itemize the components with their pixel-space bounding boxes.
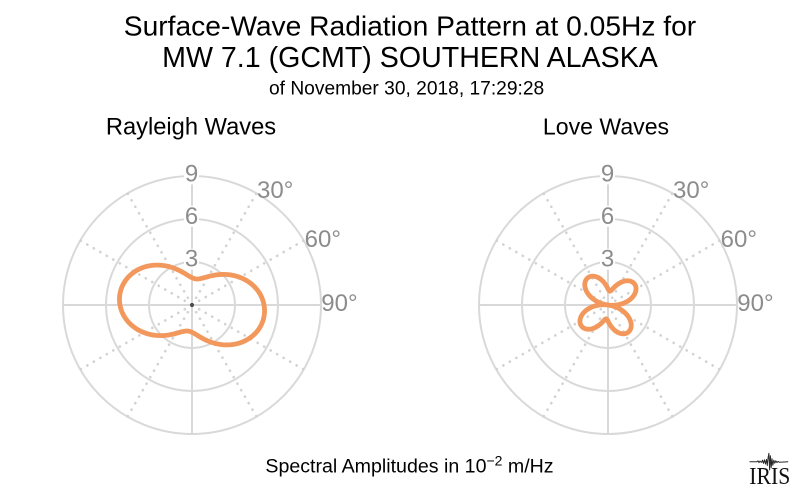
svg-text:Spectral Amplitudes in 10−2 m/: Spectral Amplitudes in 10−2 m/Hz (265, 453, 553, 478)
svg-text:9: 9 (185, 160, 198, 187)
svg-text:3: 3 (601, 246, 614, 273)
svg-text:90°: 90° (321, 290, 357, 317)
svg-text:MW 7.1 (GCMT) SOUTHERN ALASKA: MW 7.1 (GCMT) SOUTHERN ALASKA (162, 42, 659, 74)
svg-text:Love Waves: Love Waves (543, 113, 669, 139)
svg-text:9: 9 (601, 160, 614, 187)
svg-text:of November 30, 2018, 17:29:28: of November 30, 2018, 17:29:28 (269, 78, 544, 99)
svg-text:30°: 30° (673, 177, 709, 204)
svg-text:30°: 30° (257, 177, 293, 204)
svg-text:3: 3 (185, 246, 198, 273)
svg-text:60°: 60° (305, 226, 341, 253)
svg-text:IRIS: IRIS (749, 463, 790, 490)
svg-text:6: 6 (185, 203, 198, 230)
svg-text:60°: 60° (721, 226, 757, 253)
svg-text:6: 6 (601, 203, 614, 230)
svg-text:90°: 90° (737, 290, 773, 317)
svg-text:Rayleigh Waves: Rayleigh Waves (106, 114, 276, 140)
svg-text:Surface-Wave Radiation Pattern: Surface-Wave Radiation Pattern at 0.05Hz… (124, 10, 696, 42)
